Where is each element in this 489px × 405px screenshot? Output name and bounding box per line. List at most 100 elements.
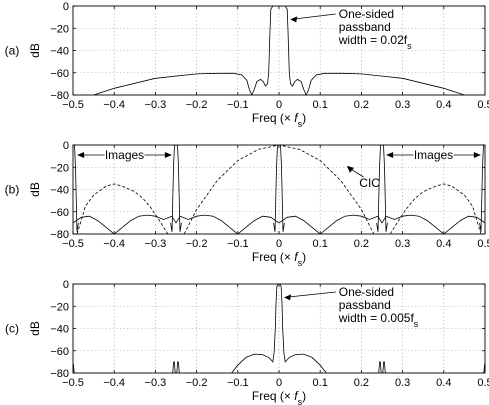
y-tick-label: −80 <box>50 368 69 380</box>
passband-peak <box>479 145 485 232</box>
x-tick-label: −0.5 <box>62 377 84 389</box>
x-tick-label: 0.4 <box>436 99 451 111</box>
annotation-line: width = 0.005fs <box>338 311 419 329</box>
cic-lobe <box>389 183 482 234</box>
annotation-sub: s <box>414 319 419 329</box>
y-tick-label: −80 <box>50 90 69 102</box>
y-tick-label: 0 <box>63 140 69 152</box>
y-tick-label: 0 <box>63 1 69 13</box>
panel-label: (b) <box>5 183 20 197</box>
x-tick-label: −0.2 <box>186 377 208 389</box>
y-tick-label: −40 <box>50 324 69 336</box>
x-tick-label: −0.4 <box>103 238 125 250</box>
y-tick-label: 0 <box>63 279 69 291</box>
annotation-sub: s <box>407 41 412 51</box>
annotation-line: passband <box>339 20 391 34</box>
passband-peak <box>170 145 182 232</box>
y-tick-label: −60 <box>50 207 69 219</box>
x-axis-label-main: Freq (× <box>252 250 294 264</box>
x-tick-label: 0.1 <box>313 99 328 111</box>
x-tick-label: 0.2 <box>354 377 369 389</box>
y-tick-label: −20 <box>50 23 69 35</box>
panel-1: −0.5 −0.4 −0.3 −0.2 −0.1 0 0.1 0.2 0.3 0.4 0.5 0 −20… <box>5 1 489 129</box>
arrow-head <box>284 294 292 301</box>
y-tick-label: −80 <box>50 229 69 241</box>
y-axis-label: dB <box>28 321 42 336</box>
x-tick-label: 0.5 <box>477 238 489 250</box>
y-tick-label: −40 <box>50 185 69 197</box>
y-axis-label: dB <box>28 182 42 197</box>
x-axis-label-sub: s <box>298 258 303 268</box>
x-tick-label: −0.1 <box>227 377 249 389</box>
x-tick-label: 0.2 <box>354 99 369 111</box>
x-tick-label: 0.1 <box>313 238 328 250</box>
x-axis-label: Freq (× fs) <box>252 389 306 405</box>
x-axis-label-main: Freq (× <box>252 389 294 403</box>
series-line <box>231 284 327 373</box>
x-axis-label-close: ) <box>302 111 306 125</box>
x-tick-label: 0 <box>276 99 282 111</box>
panel-2: −0.5 −0.4 −0.3 −0.2 −0.1 0 0.1 0.2 0.3 0.4 0.5 0 −20… <box>5 140 489 268</box>
passband-peak <box>73 145 79 232</box>
x-tick-label: −0.3 <box>145 99 167 111</box>
y-tick-label: −20 <box>50 301 69 313</box>
y-tick-label: −40 <box>50 46 69 58</box>
x-tick-label: −0.2 <box>186 238 208 250</box>
annotation-line: One-sided <box>339 7 394 21</box>
spur <box>483 363 485 373</box>
passband-peak <box>273 145 285 232</box>
arrow-head <box>386 152 394 158</box>
annotation-line: passband <box>339 298 391 312</box>
arrow-head <box>346 165 354 173</box>
panel-label: (a) <box>5 44 20 58</box>
x-tick-label: −0.1 <box>227 99 249 111</box>
x-tick-label: 0.4 <box>436 238 451 250</box>
x-axis-label-close: ) <box>302 250 306 264</box>
x-tick-label: −0.3 <box>145 238 167 250</box>
plot-area <box>73 284 485 373</box>
arrow-head <box>77 152 85 158</box>
plot-area <box>93 6 465 95</box>
plot-area <box>73 145 485 234</box>
spur <box>378 361 382 373</box>
series-line <box>93 6 465 95</box>
annotation-arrow <box>285 291 336 298</box>
x-tick-label: −0.5 <box>62 238 84 250</box>
cic-label: CIC <box>359 176 380 190</box>
spur <box>382 361 386 373</box>
x-axis-label-main: Freq (× <box>252 111 294 125</box>
x-axis-label: Freq (× fs) <box>252 250 306 268</box>
annotation-line: One-sided <box>339 285 394 299</box>
arrow-head <box>473 152 481 158</box>
y-axis-label: dB <box>28 43 42 58</box>
images-label: Images <box>105 148 144 162</box>
y-tick-label: −60 <box>50 68 69 80</box>
x-tick-label: −0.3 <box>145 377 167 389</box>
x-tick-label: 0.3 <box>395 377 410 389</box>
spur <box>73 363 75 373</box>
cic-lobe <box>76 183 169 234</box>
x-axis-label-f: f <box>294 250 299 264</box>
x-axis-label-close: ) <box>302 389 306 403</box>
x-axis-label: Freq (× fs) <box>252 111 306 129</box>
annotation-line: width = 0.02fs <box>338 33 412 51</box>
passband-peak <box>376 145 388 232</box>
x-tick-label: 0.2 <box>354 238 369 250</box>
spur <box>176 361 180 373</box>
x-tick-label: −0.4 <box>103 99 125 111</box>
x-tick-label: 0.5 <box>477 99 489 111</box>
x-tick-label: 0 <box>276 238 282 250</box>
arrow-head <box>290 16 298 23</box>
spur <box>172 361 176 373</box>
x-tick-label: −0.2 <box>186 99 208 111</box>
images-label: Images <box>414 148 453 162</box>
annotation-arrow <box>291 13 336 20</box>
x-tick-label: −0.1 <box>227 238 249 250</box>
arrow-head <box>164 152 172 158</box>
x-axis-label-sub: s <box>298 119 303 129</box>
x-tick-label: 0.3 <box>395 238 410 250</box>
x-axis-label-f: f <box>294 389 299 403</box>
x-tick-label: 0.4 <box>436 377 451 389</box>
x-tick-label: −0.5 <box>62 99 84 111</box>
